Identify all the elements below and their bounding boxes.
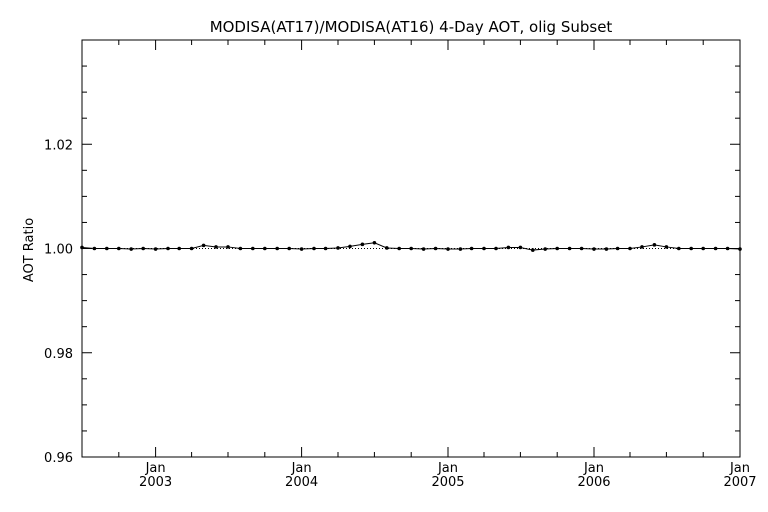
y-tick-label: 0.96: [44, 451, 73, 466]
data-point: [579, 246, 584, 251]
data-point: [518, 245, 523, 250]
data-point: [397, 246, 402, 251]
data-point: [238, 246, 243, 251]
x-tick-label-year: 2003: [139, 475, 172, 490]
x-tick-label-month: Jan: [583, 461, 604, 476]
data-point: [494, 246, 498, 251]
x-tick-label-year: 2006: [577, 475, 610, 490]
x-tick-label-year: 2004: [285, 475, 318, 490]
data-point: [567, 246, 572, 251]
data-point: [177, 246, 181, 251]
data-point: [689, 246, 693, 251]
data-point: [251, 246, 255, 251]
x-tick-label-year: 2005: [431, 475, 464, 490]
data-point: [738, 247, 742, 251]
data-point: [360, 242, 365, 247]
data-point: [336, 246, 340, 250]
data-point: [433, 246, 438, 251]
data-point: [153, 247, 158, 251]
data-point: [385, 246, 389, 250]
data-point: [628, 246, 632, 251]
x-tick-label-month: Jan: [145, 461, 166, 476]
data-point: [117, 246, 121, 251]
data-point: [458, 247, 463, 251]
data-point: [312, 246, 316, 251]
data-point: [421, 247, 426, 251]
data-point: [105, 246, 109, 251]
data-point: [482, 246, 486, 251]
data-point: [275, 246, 280, 251]
x-tick-label-year: 2007: [723, 475, 756, 490]
data-point: [531, 248, 535, 252]
x-tick-label-month: Jan: [437, 461, 458, 476]
y-tick-label: 1.02: [44, 138, 73, 153]
data-point: [640, 245, 644, 249]
data-point: [664, 245, 669, 249]
data-point: [506, 245, 511, 250]
data-point: [652, 243, 657, 247]
data-point: [409, 246, 414, 251]
data-point: [226, 245, 230, 249]
x-tick-label-month: Jan: [729, 461, 750, 476]
data-point: [713, 246, 718, 251]
data-point: [725, 246, 730, 251]
data-point: [543, 247, 547, 251]
data-point: [80, 245, 84, 250]
data-point: [348, 244, 352, 249]
data-point: [615, 246, 620, 251]
data-point: [141, 246, 145, 251]
data-point: [701, 246, 705, 251]
data-point: [92, 246, 97, 251]
data-point: [263, 246, 267, 251]
data-point: [323, 246, 328, 251]
y-axis-label: AOT Ratio: [22, 218, 37, 282]
data-point: [604, 247, 609, 251]
data-point: [446, 247, 450, 251]
data-point: [677, 246, 681, 251]
chart-title: MODISA(AT17)/MODISA(AT16) 4-Day AOT, oli…: [210, 18, 613, 36]
data-point: [214, 245, 218, 249]
data-point: [592, 247, 596, 251]
data-point: [201, 243, 206, 248]
data-point: [287, 246, 292, 251]
data-point: [189, 246, 194, 251]
data-point: [166, 246, 170, 251]
data-point: [555, 246, 559, 251]
data-point: [129, 247, 133, 251]
y-tick-label: 0.98: [44, 347, 73, 362]
data-point: [372, 240, 377, 245]
data-point: [469, 246, 474, 251]
data-point: [299, 247, 304, 251]
y-tick-label: 1.00: [44, 243, 73, 258]
x-tick-label-month: Jan: [291, 461, 312, 476]
